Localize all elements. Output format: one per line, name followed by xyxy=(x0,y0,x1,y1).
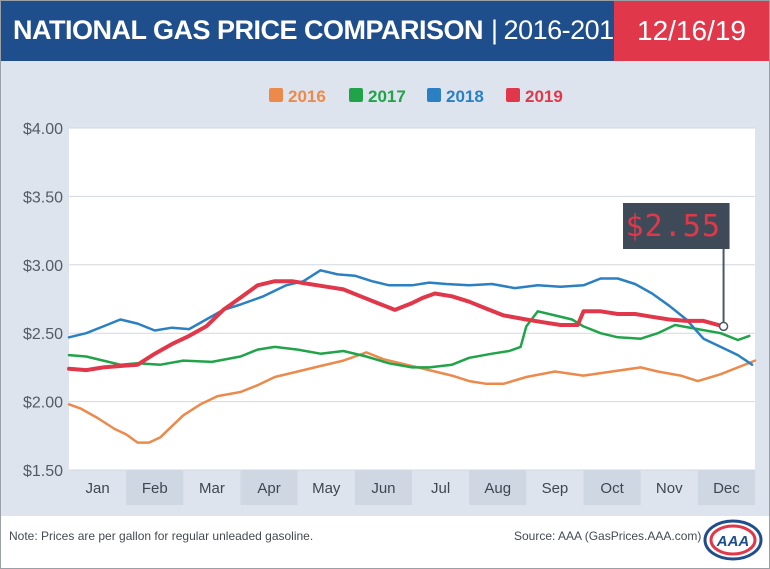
series-line-2019 xyxy=(67,279,726,373)
x-axis-band xyxy=(126,470,184,505)
y-tick-label: $3.50 xyxy=(23,189,63,206)
x-axis-band xyxy=(583,470,641,505)
x-tick-label: Apr xyxy=(257,480,280,497)
title-bar: NATIONAL GAS PRICE COMPARISON | 2016-2019 xyxy=(1,1,629,61)
aaa-logo-inner-ring xyxy=(709,524,757,556)
x-tick-label: Jan xyxy=(85,480,109,497)
line-chart: 2016 2017 2018 2019 $1.50 $2.00 $2.50 $3.00 $3.… xyxy=(1,61,769,516)
series-line-2018 xyxy=(67,269,754,366)
footer-source: Source: AAA (GasPrices.AAA.com) xyxy=(514,529,702,543)
page-title: NATIONAL GAS PRICE COMPARISON | 2016-2019 xyxy=(13,15,629,46)
aaa-logo-text: AAA xyxy=(716,533,750,550)
x-tick-label: Oct xyxy=(600,480,624,497)
x-tick-label: Jul xyxy=(431,480,450,497)
series-line-2017 xyxy=(67,310,751,369)
x-axis-band xyxy=(240,470,298,505)
x-tick-label: Aug xyxy=(484,480,511,497)
plot-area xyxy=(69,128,755,470)
legend-label: 2017 xyxy=(368,87,406,106)
y-tick-label: $3.00 xyxy=(23,258,63,275)
chart-legend: 2016 2017 2018 2019 xyxy=(269,87,563,106)
callout-marker xyxy=(718,321,729,332)
aaa-logo: AAA xyxy=(703,519,763,561)
callout-value: $2.55 xyxy=(626,209,721,244)
x-tick-label: Jun xyxy=(371,480,395,497)
x-tick-label: Feb xyxy=(142,480,168,497)
series-lines xyxy=(67,269,757,444)
y-tick-label: $2.00 xyxy=(23,395,63,412)
x-axis-band xyxy=(697,470,755,505)
title-years: 2016-2019 xyxy=(503,15,629,45)
x-tick-label: Nov xyxy=(656,480,683,497)
x-tick-label: Mar xyxy=(199,480,225,497)
callout-box xyxy=(623,203,730,249)
y-tick-label: $2.50 xyxy=(23,326,63,343)
date-bar: 12/16/19 xyxy=(614,1,769,61)
title-separator: | xyxy=(491,15,498,45)
legend-swatch xyxy=(349,88,363,102)
legend-label: 2018 xyxy=(446,87,484,106)
x-axis-band xyxy=(354,470,412,505)
legend-label: 2019 xyxy=(525,87,563,106)
y-tick-label: $4.00 xyxy=(23,121,63,138)
y-tick-label: $1.50 xyxy=(23,463,63,480)
x-axis: Jan Feb Mar Apr May Jun Jul Aug Sep Oct Nov Dec xyxy=(85,480,740,497)
series-line-2016 xyxy=(67,351,757,444)
x-tick-label: Sep xyxy=(542,480,569,497)
x-tick-label: May xyxy=(312,480,341,497)
legend-swatch xyxy=(506,88,520,102)
title-text: NATIONAL GAS PRICE COMPARISON xyxy=(13,15,484,45)
x-tick-label: Dec xyxy=(713,480,740,497)
legend-label: 2016 xyxy=(288,87,326,106)
legend-swatch xyxy=(427,88,441,102)
legend-swatch xyxy=(269,88,283,102)
date-label: 12/16/19 xyxy=(637,15,746,46)
y-axis: $1.50 $2.00 $2.50 $3.00 $3.50 $4.00 xyxy=(23,121,63,480)
footer-note: Note: Prices are per gallon for regular … xyxy=(9,529,314,543)
price-callout: $2.55 xyxy=(623,203,730,332)
x-axis-band xyxy=(469,470,527,505)
x-axis-bands xyxy=(126,470,755,505)
header: NATIONAL GAS PRICE COMPARISON | 2016-2019 … xyxy=(1,1,769,61)
